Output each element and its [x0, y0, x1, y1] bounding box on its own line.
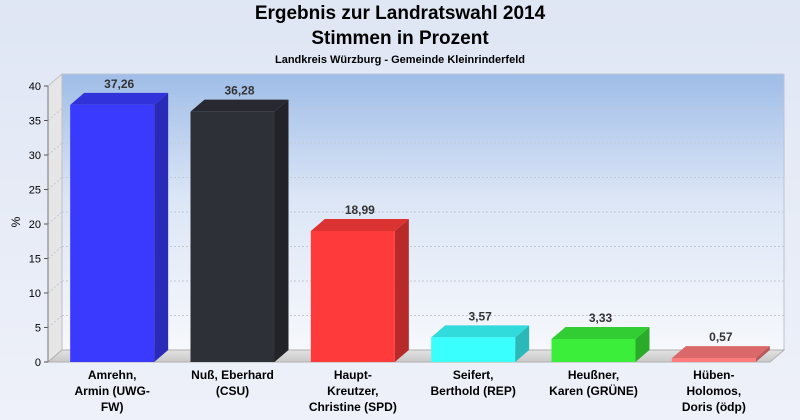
bar-front — [190, 111, 275, 362]
gridline-side — [47, 280, 63, 294]
y-tick-label: 40 — [29, 81, 41, 93]
y-tick-label: 0 — [35, 357, 41, 369]
bars — [70, 92, 770, 362]
bar-side — [274, 99, 289, 362]
bar-top — [70, 92, 169, 105]
bar — [70, 92, 169, 362]
bar-side — [394, 218, 409, 362]
y-tick-label: 5 — [35, 323, 41, 335]
gridline-side — [47, 142, 63, 156]
category-label: Hüben-Holomos, Doris (ödp) — [682, 368, 746, 414]
y-tick-label: 30 — [29, 150, 41, 162]
value-label: 3,57 — [468, 309, 492, 323]
gridline-side — [47, 73, 63, 87]
gridline-side — [47, 315, 63, 328]
chart-caption: Landkreis Würzburg - Gemeinde Kleinrinde… — [275, 54, 525, 66]
value-labels: 37,26 36,28 18,99 3,57 3,33 0,57 — [104, 77, 733, 344]
gridline-side — [47, 177, 63, 190]
category-label: Seifert, Berthold (REP) — [430, 368, 515, 398]
chart-subtitle: Stimmen in Prozent — [311, 28, 489, 49]
bar-front — [431, 337, 516, 362]
category-label: Heußner, Karen (GRÜNE) — [549, 368, 638, 398]
gridline-side — [47, 211, 63, 225]
chart-title: Ergebnis zur Landratswahl 2014 — [254, 3, 546, 24]
category-label: Nuß, Eberhard (CSU) — [191, 368, 274, 398]
bar-top — [431, 325, 530, 338]
bar-top — [551, 327, 650, 340]
y-tick-label: 35 — [29, 116, 41, 128]
value-label: 37,26 — [104, 77, 134, 91]
y-tick-label: 10 — [29, 288, 41, 300]
gridline-side — [47, 246, 63, 259]
category-label: Haupt-Kreutzer, Christine (SPD) — [309, 368, 397, 414]
bar-top — [671, 346, 770, 359]
gridline-side — [47, 108, 63, 121]
category-label: Amrehn, Armin (UWG-FW) — [75, 368, 150, 414]
bar — [190, 99, 289, 362]
bar-front — [671, 358, 756, 362]
y-tick-label: 15 — [29, 254, 41, 266]
value-label: 0,57 — [709, 330, 733, 344]
bar — [671, 346, 770, 362]
bar — [310, 218, 409, 362]
y-axis-label: % — [9, 216, 23, 227]
value-label: 3,33 — [589, 311, 613, 325]
bar — [551, 327, 650, 362]
y-tick-label: 25 — [29, 185, 41, 197]
bar-front — [70, 104, 155, 362]
bar-top — [190, 99, 289, 112]
y-tick-label: 20 — [29, 219, 41, 231]
bar-side — [755, 346, 770, 362]
category-labels: Amrehn, Armin (UWG-FW) Nuß, Eberhard (CSU) H… — [75, 368, 746, 414]
bar-side — [154, 92, 169, 362]
bar-front — [551, 339, 636, 362]
value-label: 18,99 — [345, 203, 375, 217]
bar — [431, 325, 530, 362]
y-axis: 0 5 10 15 20 25 30 35 40 — [29, 81, 49, 369]
bar-top — [310, 218, 409, 231]
bar-side — [515, 325, 530, 362]
bar-front — [310, 230, 395, 362]
bar-side — [635, 327, 650, 362]
value-label: 36,28 — [224, 84, 254, 98]
